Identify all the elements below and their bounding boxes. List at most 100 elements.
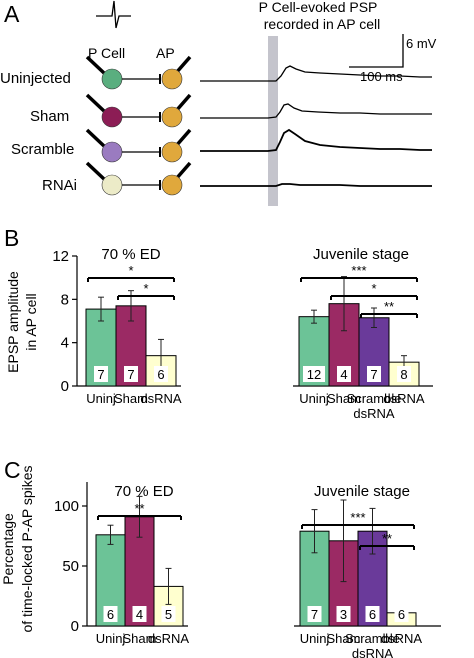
ap-cell bbox=[161, 106, 183, 128]
panel-label-c: C bbox=[4, 457, 21, 483]
x-tick-label: Uninj bbox=[299, 391, 329, 406]
n-label: 7 bbox=[311, 607, 318, 622]
y-axis-label-line2: in AP cell bbox=[23, 293, 39, 350]
ap-cell bbox=[161, 141, 183, 163]
row-label: Sham bbox=[30, 108, 69, 125]
n-label-box bbox=[161, 606, 176, 622]
cell-label-ap: AP bbox=[156, 45, 175, 61]
n-label: 8 bbox=[400, 367, 407, 382]
x-tick-label: dsRNA bbox=[353, 406, 395, 421]
significance-label: * bbox=[143, 281, 148, 296]
n-label-box bbox=[394, 606, 409, 622]
x-tick-label: Sham bbox=[123, 631, 157, 646]
ap-cell bbox=[161, 68, 183, 90]
significance-label: ** bbox=[134, 501, 144, 516]
significance-label: ** bbox=[384, 299, 394, 314]
significance-label: * bbox=[128, 263, 133, 278]
n-label-box bbox=[103, 606, 118, 622]
y-tick-label: 0 bbox=[71, 618, 79, 635]
psp-trace bbox=[200, 103, 432, 119]
n-label-box bbox=[307, 606, 322, 622]
y-tick-label: 8 bbox=[61, 291, 69, 308]
x-tick-label: Scramble bbox=[347, 391, 402, 406]
psp-trace bbox=[200, 183, 432, 187]
group-title: Juvenile stage bbox=[313, 246, 409, 263]
spike-icon bbox=[96, 0, 131, 29]
y-tick-label: 4 bbox=[61, 335, 69, 352]
x-tick-label: Uninj bbox=[86, 391, 116, 406]
x-tick-label: Sham bbox=[327, 631, 361, 646]
panel-a: A P Cell AP P Cell-evoked PSP recorded i… bbox=[0, 0, 437, 206]
row-sham: Sham bbox=[30, 93, 432, 128]
panel-label-a: A bbox=[4, 1, 20, 27]
x-tick-label: dsRNA bbox=[383, 391, 425, 406]
panel-b: B EPSP amplitude in AP cell 0 4 8 12 70 % ED… bbox=[4, 225, 433, 421]
y-axis-label-line2: of time-locked P-AP spikes bbox=[19, 465, 35, 632]
n-label: 4 bbox=[136, 607, 143, 622]
n-label-box bbox=[336, 606, 351, 622]
n-label-box bbox=[337, 366, 351, 382]
y-tick-label: 100 bbox=[54, 498, 79, 515]
n-label: 12 bbox=[307, 367, 321, 382]
n-label: 7 bbox=[370, 367, 377, 382]
x-tick-label: dsRNA bbox=[352, 646, 394, 658]
n-label-box bbox=[397, 366, 411, 382]
y-axis-label-line1: EPSP amplitude bbox=[5, 271, 21, 373]
ap-cell bbox=[161, 174, 183, 196]
row-scramble: Scramble bbox=[11, 128, 432, 163]
row-label: RNAi bbox=[42, 177, 77, 194]
significance-label: * bbox=[371, 281, 376, 296]
row-label: Uninjected bbox=[0, 70, 71, 87]
n-label-box bbox=[154, 366, 168, 382]
p-cell bbox=[101, 141, 123, 163]
p-cell bbox=[101, 174, 123, 196]
electrode-p bbox=[85, 161, 106, 181]
x-tick-label: Uninj bbox=[300, 631, 330, 646]
cell-label-p: P Cell bbox=[88, 45, 125, 61]
n-label: 5 bbox=[165, 607, 172, 622]
group-title: Juvenile stage bbox=[314, 483, 410, 500]
row-label: Scramble bbox=[11, 141, 74, 158]
trace-title-line2: recorded in AP cell bbox=[264, 16, 380, 32]
n-label: 6 bbox=[157, 367, 164, 382]
n-label: 7 bbox=[127, 367, 134, 382]
y-tick-label: 12 bbox=[52, 248, 69, 265]
x-tick-label: dsRNA bbox=[381, 631, 423, 646]
electrode-ap bbox=[174, 55, 192, 75]
electrode-ap bbox=[174, 161, 192, 181]
x-tick-label: dsRNA bbox=[140, 391, 182, 406]
x-tick-label: dsRNA bbox=[148, 631, 190, 646]
n-label: 4 bbox=[340, 367, 347, 382]
electrode-p bbox=[85, 93, 106, 113]
electrode-p bbox=[85, 128, 106, 148]
significance-label: ** bbox=[382, 531, 392, 546]
plot-c: 0 50 100 70 % ED 6 Uninj 4 Sham 5 dsRNA ** Juvenile… bbox=[54, 482, 441, 658]
electrode-ap bbox=[174, 93, 192, 113]
scale-bar bbox=[349, 34, 404, 68]
y-tick-label: 0 bbox=[61, 378, 69, 395]
significance-label: *** bbox=[351, 263, 366, 278]
group-title: 70 % ED bbox=[114, 483, 173, 500]
electrode-ap bbox=[174, 128, 192, 148]
x-tick-label: Sham bbox=[114, 391, 148, 406]
y-tick-label: 50 bbox=[62, 558, 79, 575]
group-title: 70 % ED bbox=[101, 246, 160, 263]
n-label: 6 bbox=[398, 607, 405, 622]
y-axis-label-line1: Percentage bbox=[0, 513, 16, 585]
row-uninjected: Uninjected bbox=[0, 55, 432, 90]
stimulus-bar bbox=[268, 36, 278, 206]
n-label-box bbox=[303, 366, 325, 382]
x-tick-label: Sham bbox=[327, 391, 361, 406]
n-label-box bbox=[94, 366, 108, 382]
panel-c: C Percentage of time-locked P-AP spikes … bbox=[0, 457, 441, 658]
row-rnai: RNAi bbox=[42, 161, 432, 196]
n-label-box bbox=[132, 606, 147, 622]
n-label-box bbox=[124, 366, 138, 382]
n-label-box bbox=[365, 606, 380, 622]
x-tick-label: Uninj bbox=[96, 631, 126, 646]
x-tick-label: Scramble bbox=[345, 631, 400, 646]
significance-label: *** bbox=[350, 510, 365, 525]
trace-title-line1: P Cell-evoked PSP bbox=[259, 0, 378, 15]
